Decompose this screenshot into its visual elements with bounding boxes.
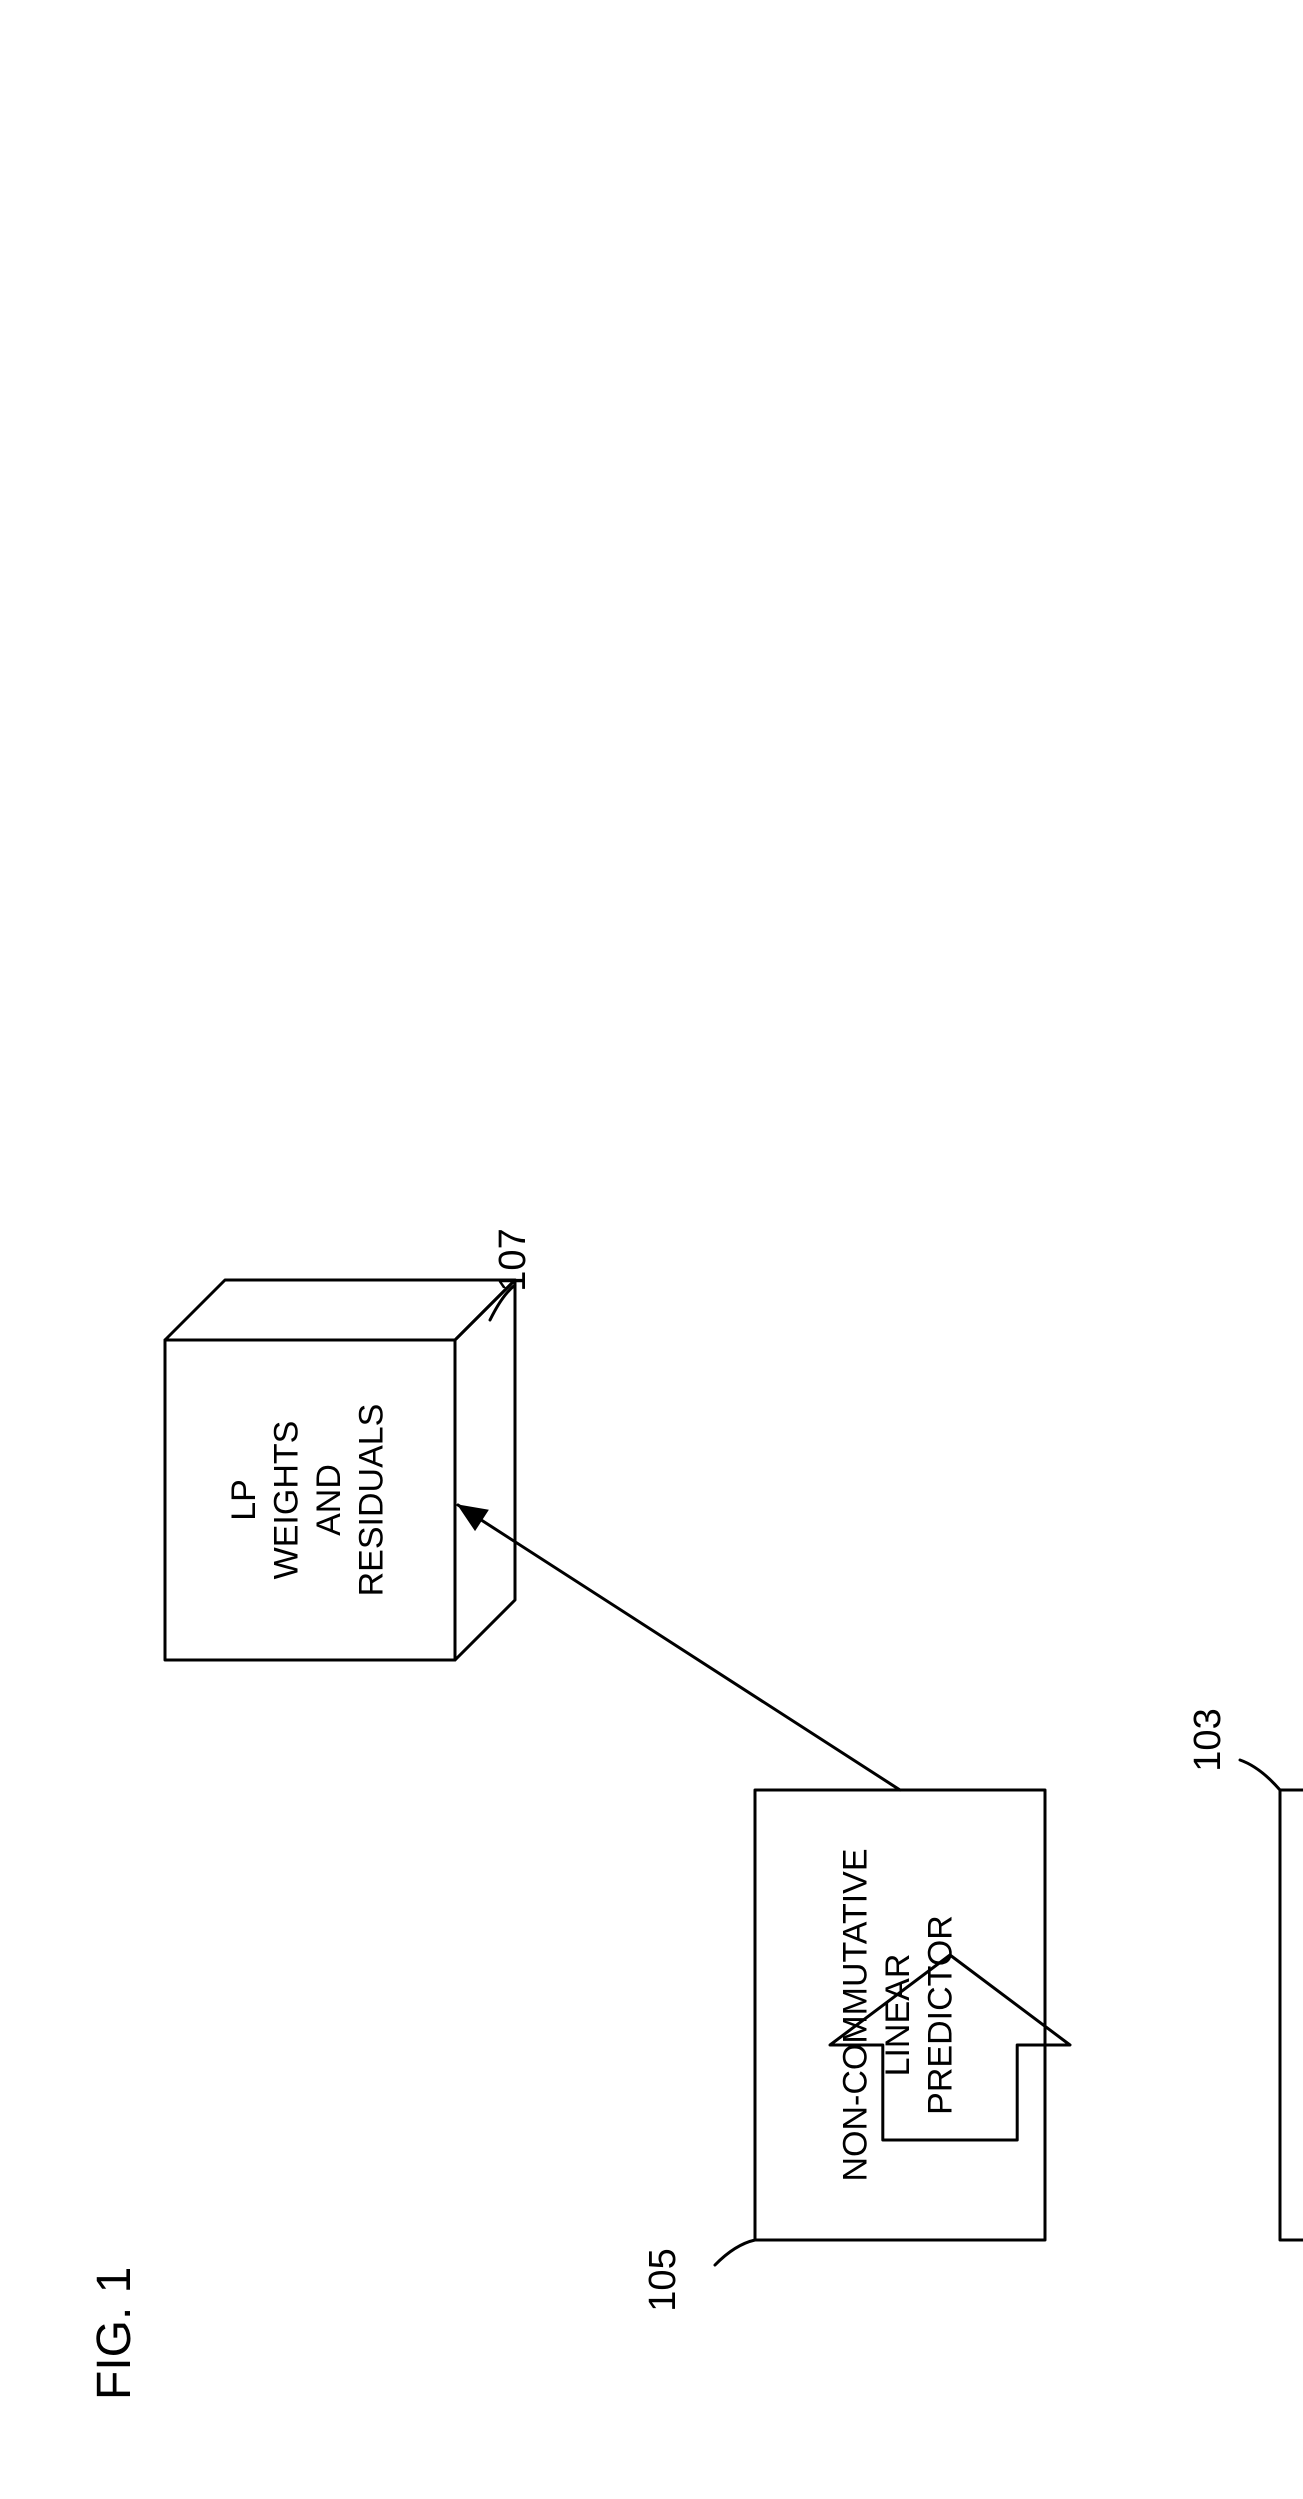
output-label-3: RESIDUALS [353, 1404, 391, 1597]
ref-label: 103 [1187, 1708, 1229, 1771]
output-node-side [165, 1280, 515, 1340]
ref-label: 105 [642, 2248, 684, 2311]
output-label-1: WEIGHTS [268, 1421, 306, 1580]
linear-predictor-label-1: LINEAR [879, 1954, 917, 2077]
output-node-top [455, 1280, 515, 1660]
output-label-0: LP [225, 1479, 263, 1521]
output-label-2: AND [310, 1464, 348, 1536]
ref-tick [715, 2240, 755, 2265]
quarternion-node [1280, 1790, 1303, 2240]
ref-label: 107 [492, 1228, 534, 1291]
linear-predictor-label-2: PREDICTOR [921, 1915, 959, 2115]
figure-label: FIG. 1 [88, 2267, 141, 2400]
thin-arrow-head [458, 1505, 488, 1530]
ref-tick [1240, 1760, 1280, 1790]
thin-arrow [458, 1505, 900, 1790]
